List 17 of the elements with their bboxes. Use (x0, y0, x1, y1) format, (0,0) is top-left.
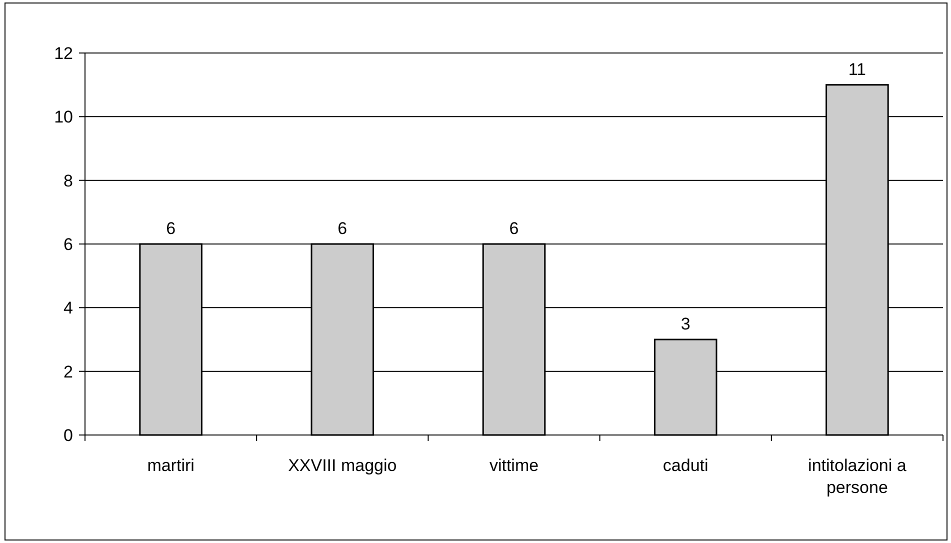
y-tick-label: 12 (54, 44, 73, 63)
y-tick-label: 0 (64, 426, 73, 445)
data-label: 3 (680, 314, 690, 334)
data-label: 6 (166, 219, 176, 238)
data-label: 11 (848, 60, 866, 79)
data-label: 6 (509, 219, 519, 238)
x-tick-label: XXVIII maggio (288, 456, 397, 475)
data-label: 6 (338, 219, 348, 238)
x-tick-label: caduti (662, 456, 708, 475)
x-tick-label: intitolazioni a persone (808, 456, 907, 497)
y-tick-label: 4 (64, 298, 73, 318)
y-tick-label: 6 (64, 235, 73, 254)
x-tick-label: vittime (489, 456, 539, 475)
y-tick-label: 2 (64, 362, 73, 382)
x-tick-label: martiri (147, 456, 194, 475)
y-tick-label: 10 (54, 108, 73, 127)
y-tick-label: 8 (64, 171, 73, 190)
